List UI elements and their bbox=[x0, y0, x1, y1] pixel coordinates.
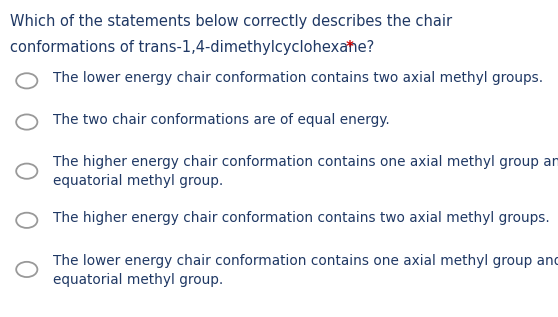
Text: Which of the statements below correctly describes the chair: Which of the statements below correctly … bbox=[10, 14, 452, 29]
Text: The two chair conformations are of equal energy.: The two chair conformations are of equal… bbox=[53, 113, 389, 126]
Text: The higher energy chair conformation contains one axial methyl group and one
equ: The higher energy chair conformation con… bbox=[53, 155, 558, 188]
Text: *: * bbox=[341, 40, 354, 55]
Text: conformations of trans-1,4-dimethylcyclohexane?: conformations of trans-1,4-dimethylcyclo… bbox=[10, 40, 374, 55]
Text: The lower energy chair conformation contains two axial methyl groups.: The lower energy chair conformation cont… bbox=[53, 71, 543, 85]
Text: The lower energy chair conformation contains one axial methyl group and one
equa: The lower energy chair conformation cont… bbox=[53, 254, 558, 287]
Text: The higher energy chair conformation contains two axial methyl groups.: The higher energy chair conformation con… bbox=[53, 211, 550, 225]
